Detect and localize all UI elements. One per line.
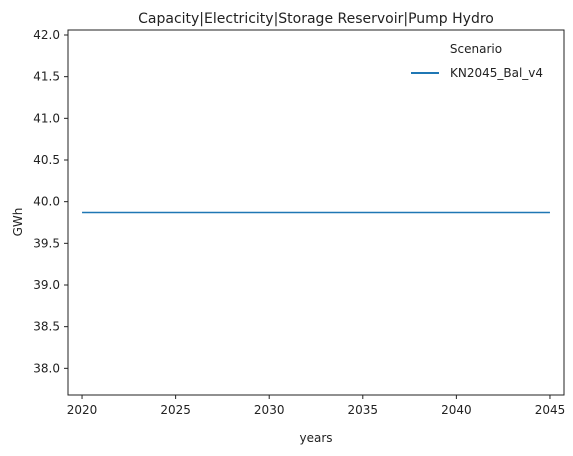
y-tick-label: 39.5: [33, 236, 60, 250]
plot-area: [67, 29, 565, 396]
legend-label-kn2045-bal-v4: KN2045_Bal_v4: [450, 66, 543, 80]
x-tick-label: 2030: [254, 403, 285, 417]
legend: Scenario KN2045_Bal_v4: [411, 42, 543, 80]
y-tick-label: 40.0: [33, 195, 60, 209]
y-tick-label: 40.5: [33, 153, 60, 167]
y-tick-label: 38.5: [33, 320, 60, 334]
x-tick-label: 2045: [535, 403, 566, 417]
x-axis-label: years: [299, 431, 332, 445]
y-tick-label: 42.0: [33, 28, 60, 42]
chart-title: Capacity|Electricity|Storage Reservoir|P…: [138, 11, 494, 27]
y-axis: 38.0 38.5 39.0 39.5 40.0 40.5 41.0 41.5 42.0: [33, 28, 68, 375]
y-tick-label: 41.5: [33, 70, 60, 84]
y-tick-label: 39.0: [33, 278, 60, 292]
legend-title: Scenario: [450, 42, 502, 56]
x-tick-label: 2040: [441, 403, 472, 417]
x-axis: 2020 2025 2030 2035 2040 2045: [67, 395, 565, 417]
y-tick-label: 41.0: [33, 111, 60, 125]
x-tick-label: 2020: [67, 403, 98, 417]
y-axis-label: GWh: [11, 208, 25, 237]
y-tick-label: 38.0: [33, 361, 60, 375]
x-tick-label: 2025: [160, 403, 191, 417]
x-tick-label: 2035: [348, 403, 379, 417]
plot-frame: [67, 29, 565, 396]
